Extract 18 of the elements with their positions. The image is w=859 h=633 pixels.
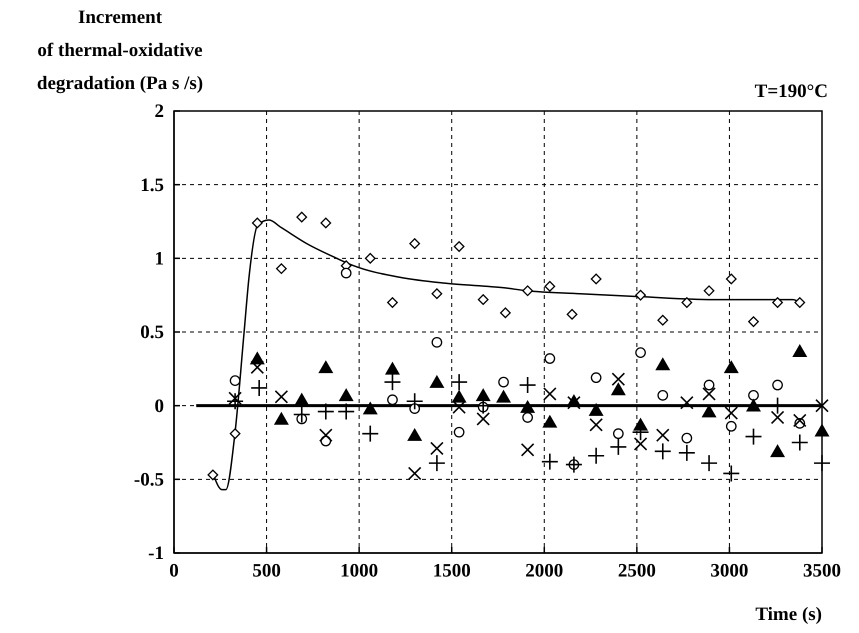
y-tick-label: -1	[148, 543, 164, 564]
x-tick-label: 2500	[618, 560, 656, 582]
y-tick-label: 0.5	[140, 322, 164, 344]
x-tick-label: 1000	[340, 560, 378, 582]
text: T=190°C	[754, 81, 828, 102]
y-tick-label: 1.5	[140, 174, 164, 196]
x-tick-label: 3500	[803, 560, 841, 582]
y-tick-label: -0.5	[134, 469, 164, 490]
y-tick-label: 0	[154, 396, 164, 417]
x-tick-label: 2000	[525, 560, 564, 582]
y-tick-label: 2	[154, 101, 164, 122]
y-axis-title: Increment of thermal-oxidative degradation (Pa s /s)	[36, 7, 204, 94]
y-tick-label: 1	[154, 248, 164, 270]
x-tick-label: 3000	[710, 560, 748, 582]
x-tick-label: 500	[252, 560, 281, 582]
x-tick-label: 0	[169, 560, 179, 582]
x-tick-label: 1500	[432, 560, 471, 582]
x-axis-title: Time (s)	[755, 604, 822, 625]
